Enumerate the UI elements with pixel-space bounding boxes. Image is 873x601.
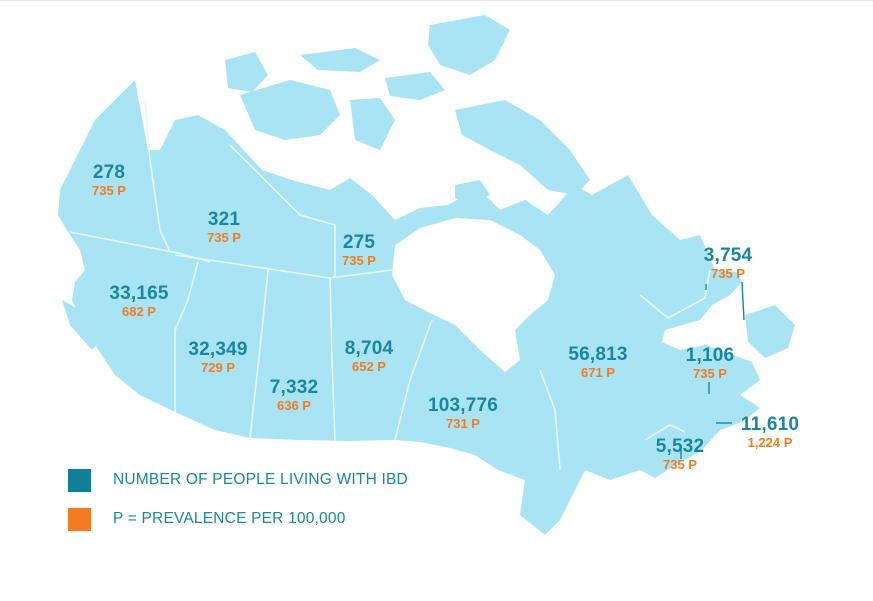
count-prince-edward-island: 1,106: [685, 345, 735, 366]
water-bodies: [392, 218, 715, 372]
count-ontario: 103,776: [427, 395, 499, 416]
count-nunavut: 275: [342, 232, 376, 253]
somerset-islands-shape: [350, 98, 395, 150]
legend: NUMBER OF PEOPLE LIVING WITH IBD P = PRE…: [68, 467, 408, 545]
newfoundland-island-shape: [745, 305, 795, 358]
prevalence-manitoba: 652 P: [352, 359, 386, 374]
gulf-of-st-lawrence: [662, 320, 715, 350]
legend-swatch-count: [68, 468, 91, 492]
border-alberta-sask: [249, 269, 269, 439]
banks-island-shape: [225, 52, 268, 92]
prevalence-yukon: 735 P: [92, 183, 126, 198]
count-newfoundland-and-labrador: 3,754: [703, 245, 753, 266]
border-ontario-quebec: [539, 369, 561, 471]
prevalence-new-brunswick: 735 P: [663, 457, 697, 472]
region-label-alberta: 32,349 729 P: [188, 339, 247, 376]
count-new-brunswick: 5,532: [655, 436, 705, 457]
mainland-canada-shape: [58, 80, 760, 535]
prevalence-prince-edward-island: 735 P: [693, 366, 727, 381]
southampton-island-shape: [455, 180, 490, 205]
leader-lines: [680, 281, 745, 459]
prevalence-ontario: 731 P: [446, 416, 480, 431]
prevalence-newfoundland-and-labrador: 735 P: [711, 266, 745, 281]
count-british-columbia: 33,165: [109, 283, 169, 304]
region-label-quebec: 56,813 671 P: [568, 344, 627, 381]
region-label-northwest-territories: 321 735 P: [207, 209, 241, 246]
region-label-british-columbia: 33,165 682 P: [109, 283, 168, 320]
vancouver-island-shape: [62, 300, 100, 350]
region-label-nunavut: 275 735 P: [342, 232, 376, 269]
ellesmere-island-shape: [428, 15, 510, 75]
border-manitoba-ontario: [394, 319, 433, 441]
count-manitoba: 8,704: [344, 338, 394, 359]
legend-label-prevalence: P = PREVALENCE PER 100,000: [113, 510, 346, 527]
prevalence-northwest-territories: 735 P: [207, 230, 241, 245]
prevalence-british-columbia: 682 P: [122, 304, 156, 319]
region-label-nova-scotia: 11,610 1,224 P: [741, 414, 799, 451]
region-label-yukon: 278 735 P: [92, 162, 126, 199]
legend-item-prevalence: P = PREVALENCE PER 100,000: [68, 506, 408, 532]
count-nova-scotia: 11,610: [740, 414, 800, 435]
prevalence-nunavut: 735 P: [342, 253, 376, 268]
parry-islands-shape: [300, 48, 380, 72]
region-label-saskatchewan: 7,332 636 P: [270, 377, 319, 414]
legend-swatch-prevalence: [68, 507, 91, 531]
count-quebec: 56,813: [568, 344, 628, 365]
border-bc-alberta: [174, 261, 199, 412]
count-yukon: 278: [92, 162, 126, 183]
count-saskatchewan: 7,332: [269, 377, 319, 398]
prevalence-nova-scotia: 1,224 P: [747, 435, 793, 450]
prevalence-alberta: 729 P: [201, 360, 235, 375]
border-sask-manitoba: [329, 277, 336, 442]
count-northwest-territories: 321: [207, 209, 241, 230]
count-alberta: 32,349: [188, 339, 248, 360]
prevalence-saskatchewan: 636 P: [277, 398, 311, 413]
border-quebec-nb: [644, 424, 686, 441]
hudson-bay: [392, 218, 555, 372]
region-label-newfoundland-and-labrador: 3,754 735 P: [704, 245, 753, 282]
provincial-borders: [69, 99, 711, 471]
victoria-island-shape: [240, 80, 340, 140]
prevalence-quebec: 671 P: [581, 365, 615, 380]
border-nwt-nunavut: [229, 144, 336, 278]
land-mass: [58, 15, 795, 535]
region-label-new-brunswick: 5,532 735 P: [656, 436, 705, 473]
top-divider: [0, 0, 873, 1]
border-quebec-labrador: [639, 269, 711, 319]
devon-island-shape: [385, 72, 445, 100]
baffin-island-shape: [455, 100, 590, 195]
border-yukon-nwt: [144, 99, 171, 253]
leader-newfoundland: [741, 281, 745, 321]
legend-item-count: NUMBER OF PEOPLE LIVING WITH IBD: [68, 467, 408, 493]
region-label-manitoba: 8,704 652 P: [345, 338, 394, 375]
legend-label-count: NUMBER OF PEOPLE LIVING WITH IBD: [113, 471, 408, 488]
region-label-prince-edward-island: 1,106 735 P: [686, 345, 735, 382]
region-label-ontario: 103,776 731 P: [428, 395, 498, 432]
